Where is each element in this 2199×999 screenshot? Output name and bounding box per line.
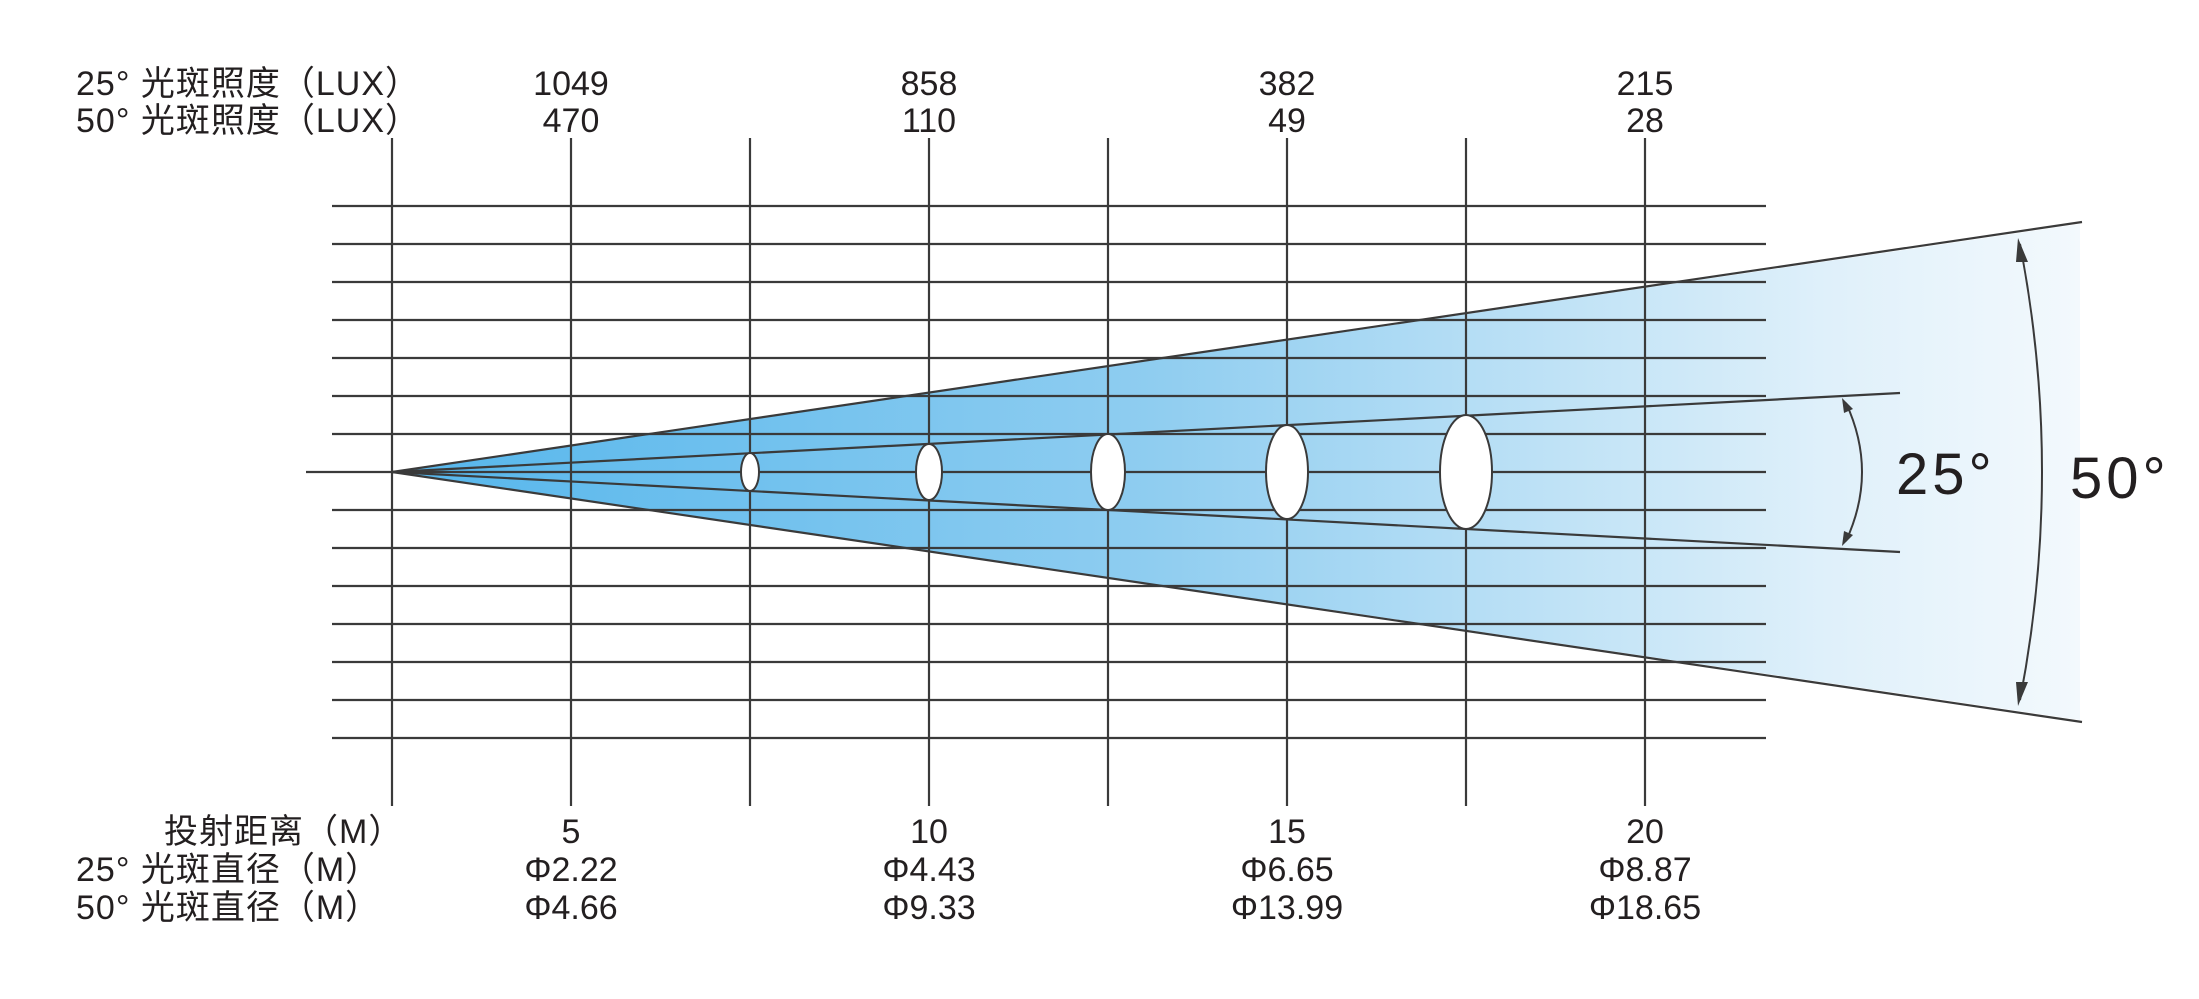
lux-25-row-label: 25° 光斑照度（LUX） (76, 65, 420, 103)
arrowhead-icon (1842, 398, 1853, 413)
light-spot (915, 443, 943, 501)
dia-25-row-label: 25° 光斑直径（M） (76, 851, 380, 889)
angle-25-label: 25° (1896, 442, 1996, 507)
distance-value: 20 (1626, 813, 1664, 851)
dia-25-value: Φ8.87 (1598, 851, 1691, 889)
beam-50-lower-edge (391, 470, 2083, 724)
dia-50-value: Φ4.66 (524, 889, 617, 927)
angle-50-label: 50° (2070, 446, 2170, 511)
arrowhead-icon (1842, 531, 1853, 546)
beam-edges (391, 220, 2083, 724)
lux-25-value: 1049 (533, 65, 609, 103)
horizontal-grid (306, 204, 1766, 740)
lux-50-row-label: 50° 光斑照度（LUX） (76, 102, 420, 140)
dia-50-value: Φ9.33 (882, 889, 975, 927)
distance-value: 10 (910, 813, 948, 851)
light-spot (1265, 424, 1309, 520)
lux-25-value: 382 (1259, 65, 1316, 103)
lux-50-value: 49 (1268, 102, 1306, 140)
distance-value: 15 (1268, 813, 1306, 851)
distance-values: 5 Φ2.22 Φ4.66 10 Φ4.43 Φ9.33 15 Φ6.65 Φ1… (524, 813, 1701, 927)
beam-25-lower-edge (391, 470, 1901, 554)
lux-50-value: 470 (543, 102, 600, 140)
angle-25-arc (1842, 398, 1863, 546)
beam-50-upper-edge (391, 220, 2083, 474)
dia-25-value: Φ2.22 (524, 851, 617, 889)
lux-25-value: 215 (1617, 65, 1674, 103)
distance-row-label: 投射距离（M） (164, 813, 403, 851)
light-spot (740, 452, 760, 492)
light-spot (1439, 414, 1493, 530)
lux-50-value: 28 (1626, 102, 1664, 140)
dia-25-value: Φ4.43 (882, 851, 975, 889)
distance-value: 5 (562, 813, 581, 851)
lux-values: 1049 470 858 110 382 49 215 28 (533, 65, 1673, 140)
light-spot (1090, 433, 1126, 511)
arrowhead-icon (2016, 682, 2028, 706)
arrowhead-icon (2016, 238, 2028, 262)
lux-25-value: 858 (901, 65, 958, 103)
dia-50-value: Φ13.99 (1231, 889, 1343, 927)
dia-50-value: Φ18.65 (1589, 889, 1701, 927)
dia-50-row-label: 50° 光斑直径（M） (76, 889, 380, 927)
angle-50-arc (2016, 238, 2043, 706)
dia-25-value: Φ6.65 (1240, 851, 1333, 889)
beam-25-upper-edge (391, 391, 1901, 474)
light-spots (740, 414, 1493, 530)
lux-50-value: 110 (902, 102, 956, 140)
